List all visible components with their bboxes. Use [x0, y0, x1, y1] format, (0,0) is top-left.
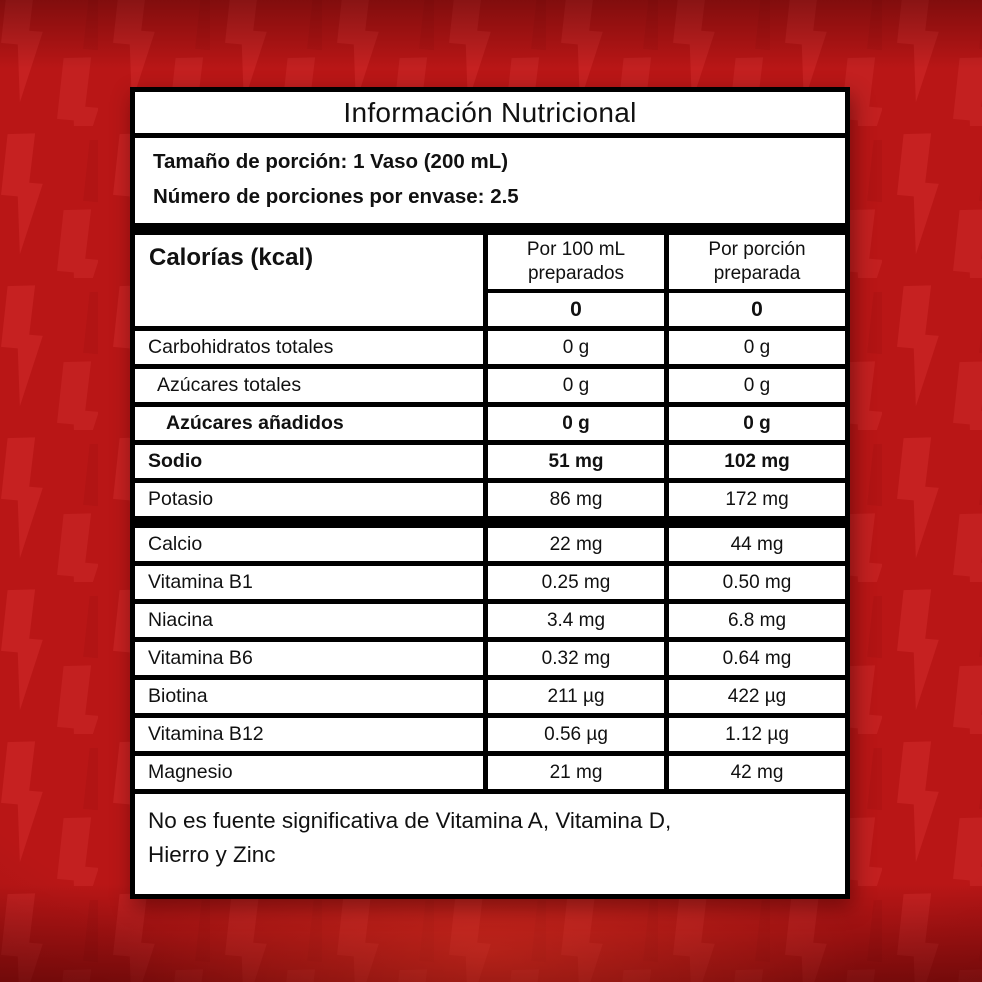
table-row: Potasio 86 mg 172 mg [135, 483, 845, 516]
nutrient-name: Carbohidratos totales [135, 331, 483, 364]
table-row: Vitamina B6 0.32 mg 0.64 mg [135, 642, 845, 675]
table-row: Magnesio 21 mg 42 mg [135, 756, 845, 789]
calories-value-per-portion: 0 [669, 293, 845, 326]
nutrient-name: Vitamina B6 [135, 642, 483, 675]
nutrient-value-per-portion: 102 mg [669, 445, 845, 478]
table-row: Azúcares totales 0 g 0 g [135, 369, 845, 402]
column-header-line: Por porción [708, 239, 806, 261]
column-header-line: preparados [527, 263, 625, 284]
nutrient-name: Azúcares añadidos [135, 407, 483, 440]
nutrient-value-per-100ml: 0 g [488, 331, 664, 364]
nutrient-name: Sodio [135, 445, 483, 478]
nutrient-name: Calcio [135, 528, 483, 561]
nutrient-name: Azúcares totales [135, 369, 483, 402]
table-row: Vitamina B1 0.25 mg 0.50 mg [135, 566, 845, 599]
table-row: Azúcares añadidos 0 g 0 g [135, 407, 845, 440]
nutrient-value-per-100ml: 0.56 µg [488, 718, 664, 751]
serving-size-text: Tamaño de porción: 1 Vaso (200 mL) [153, 150, 509, 173]
nutrient-name: Vitamina B1 [135, 566, 483, 599]
nutrient-value-per-100ml: 3.4 mg [488, 604, 664, 637]
nutrient-value-per-portion: 1.12 µg [669, 718, 845, 751]
footnote: No es fuente significativa de Vitamina A… [135, 794, 845, 894]
table-row: Sodio 51 mg 102 mg [135, 445, 845, 478]
nutrient-value-per-100ml: 86 mg [488, 483, 664, 516]
table-row: Niacina 3.4 mg 6.8 mg [135, 604, 845, 637]
nutrient-value-per-portion: 0.64 mg [669, 642, 845, 675]
nutrient-name: Niacina [135, 604, 483, 637]
nutrient-name: Magnesio [135, 756, 483, 789]
nutrient-value-per-100ml: 0.25 mg [488, 566, 664, 599]
table-row: Carbohidratos totales 0 g 0 g [135, 331, 845, 364]
nutrient-value-per-portion: 172 mg [669, 483, 845, 516]
nutrient-value-per-portion: 42 mg [669, 756, 845, 789]
nutrient-name: Vitamina B12 [135, 718, 483, 751]
calories-label: Calorías (kcal) [135, 235, 483, 326]
nutrient-value-per-100ml: 0 g [488, 407, 664, 440]
calories-columns: Por 100 mL preparados Por porción prepar… [488, 235, 845, 326]
nutrient-value-per-100ml: 22 mg [488, 528, 664, 561]
nutrient-value-per-portion: 6.8 mg [669, 604, 845, 637]
calories-section: Calorías (kcal) Por 100 mL preparados Po… [135, 235, 845, 326]
column-header-per-100ml: Por 100 mL preparados [488, 235, 664, 289]
nutrition-facts-label: Información Nutricional Tamaño de porció… [130, 87, 850, 899]
nutrient-rows: Carbohidratos totales 0 g 0 g Azúcares t… [135, 331, 845, 789]
nutrient-value-per-portion: 422 µg [669, 680, 845, 713]
nutrient-value-per-portion: 0 g [669, 331, 845, 364]
nutrient-value-per-100ml: 51 mg [488, 445, 664, 478]
table-row: Calcio 22 mg 44 mg [135, 528, 845, 561]
calories-value-per-100ml: 0 [488, 293, 664, 326]
serving-info: Tamaño de porción: 1 Vaso (200 mL) Númer… [135, 138, 845, 223]
table-row: Biotina 211 µg 422 µg [135, 680, 845, 713]
nutrient-value-per-100ml: 0 g [488, 369, 664, 402]
nutrient-value-per-100ml: 211 µg [488, 680, 664, 713]
servings-per-container-text: Número de porciones por envase: 2.5 [153, 185, 519, 208]
table-row: Vitamina B12 0.56 µg 1.12 µg [135, 718, 845, 751]
column-header-line: Por 100 mL [526, 239, 626, 261]
nutrient-value-per-100ml: 21 mg [488, 756, 664, 789]
nutrient-value-per-portion: 0 g [669, 369, 845, 402]
nutrient-name: Potasio [135, 483, 483, 516]
nutrient-value-per-portion: 0 g [669, 407, 845, 440]
nutrient-value-per-100ml: 0.32 mg [488, 642, 664, 675]
nutrient-value-per-portion: 0.50 mg [669, 566, 845, 599]
column-header-line: preparada [713, 263, 801, 284]
column-header-per-portion: Por porción preparada [669, 235, 845, 289]
label-title: Información Nutricional [135, 92, 845, 133]
nutrient-value-per-portion: 44 mg [669, 528, 845, 561]
nutrient-name: Biotina [135, 680, 483, 713]
